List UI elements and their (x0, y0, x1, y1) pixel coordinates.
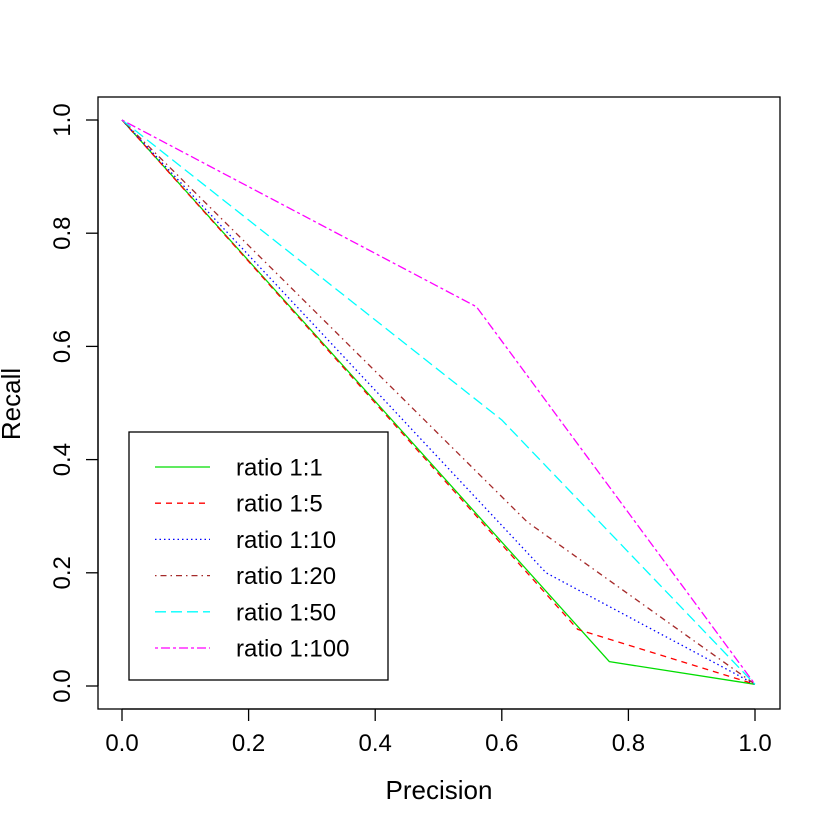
y-tick-label: 1.0 (49, 103, 76, 136)
series-line-ratio-1-5 (121, 119, 756, 685)
legend-box (128, 431, 389, 681)
x-tick-label: 0.2 (232, 730, 265, 757)
legend-label: ratio 1:5 (236, 491, 323, 518)
x-tick-label: 1.0 (738, 730, 771, 757)
series-line-ratio-1-1 (121, 119, 756, 685)
legend-label: ratio 1:50 (236, 599, 336, 626)
x-tick-label: 0.6 (485, 730, 518, 757)
y-tick-label: 0.6 (49, 330, 76, 363)
legend-label: ratio 1:100 (236, 636, 349, 663)
x-tick-label: 0.0 (105, 730, 138, 757)
series-line-ratio-1-50 (121, 119, 756, 685)
y-axis: 0.0 0.2 0.4 0.6 0.8 1.0 (49, 103, 99, 703)
series-layer (121, 119, 756, 685)
y-tick-label: 0.0 (49, 669, 76, 702)
y-axis-title: Recall (0, 368, 26, 440)
legend: ratio 1:1 ratio 1:5 ratio 1:10 ratio 1:20 ra… (128, 431, 389, 681)
y-tick-label: 0.4 (49, 443, 76, 476)
y-tick-label: 0.2 (49, 556, 76, 589)
series-line-ratio-1-100 (121, 119, 756, 685)
legend-label: ratio 1:20 (236, 563, 336, 590)
legend-label: ratio 1:10 (236, 527, 336, 554)
x-axis-title: Precision (386, 775, 493, 805)
x-tick-label: 0.4 (359, 730, 392, 757)
legend-label: ratio 1:1 (236, 455, 323, 482)
x-axis: 0.0 0.2 0.4 0.6 0.8 1.0 (105, 708, 772, 757)
x-tick-label: 0.8 (612, 730, 645, 757)
y-tick-label: 0.8 (49, 217, 76, 250)
